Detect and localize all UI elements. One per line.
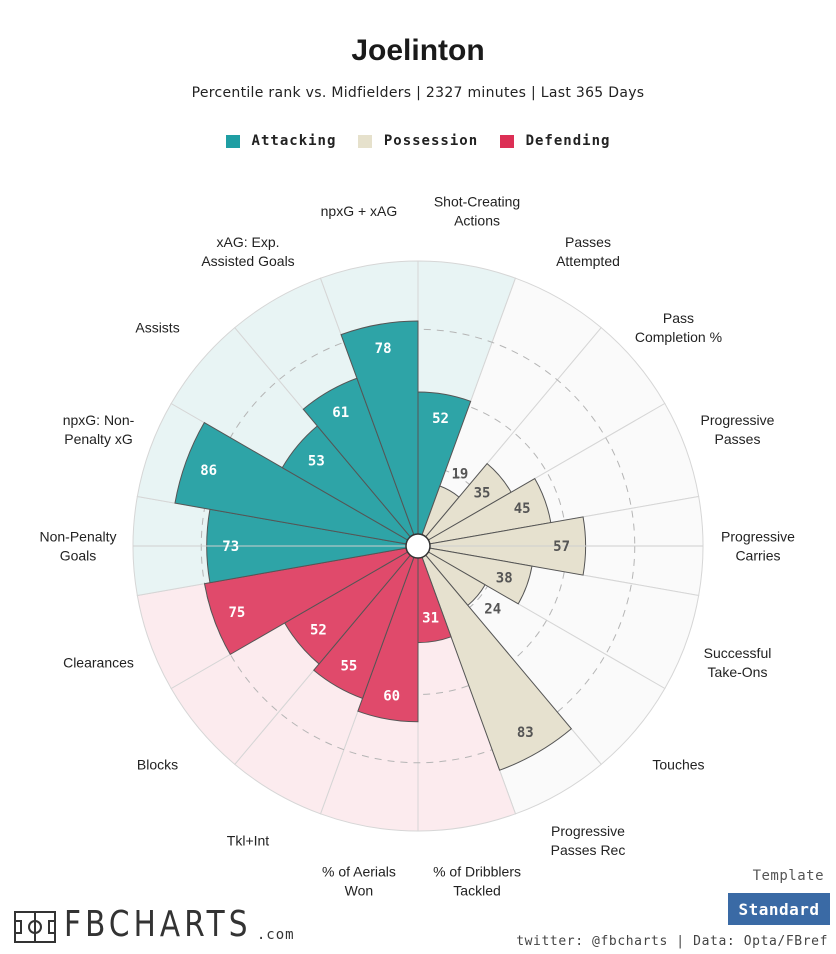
value-label-non-penalty-goals: 73 — [222, 539, 239, 555]
category-label-pass-completion: Pass Completion % — [635, 310, 722, 345]
value-label-npxg-non-penalty-xg: 86 — [200, 463, 217, 479]
pitch-icon — [14, 911, 56, 943]
value-label-progressive-carries: 57 — [553, 539, 570, 555]
legend-swatch-defending — [499, 134, 514, 148]
chart-subtitle: Percentile rank vs. Midfielders | 2327 m… — [191, 85, 645, 101]
value-label-xag-exp-assisted-goals: 61 — [332, 405, 349, 421]
legend-swatch-attacking — [225, 134, 240, 148]
value-label-blocks: 52 — [310, 623, 327, 639]
legend-label-defending: Defending — [525, 133, 611, 149]
legend: Attacking Possession Defending — [0, 133, 836, 152]
category-label-of-dribblers-tackled: % of Dribblers Tackled — [433, 863, 521, 898]
legend-swatch-possession — [357, 134, 372, 148]
value-label-progressive-passes: 45 — [514, 501, 531, 517]
value-label-passes-attempted: 19 — [452, 466, 469, 482]
value-label-npxg-xag: 78 — [375, 341, 392, 357]
legend-item-attacking: Attacking — [225, 133, 337, 149]
legend-item-possession: Possession — [357, 133, 479, 149]
category-label-npxg-non-penalty-xg: npxG: Non-Penalty xG — [63, 412, 135, 447]
category-label-clearances: Clearances — [63, 654, 134, 670]
value-label-touches: 24 — [484, 602, 501, 618]
value-label-tkl-int: 55 — [340, 659, 357, 675]
logo-text: FBCHARTS — [64, 904, 252, 945]
category-label-successful-take-ons: Successful Take-Ons — [704, 645, 772, 680]
logo-suffix: .com — [256, 927, 295, 943]
value-label-clearances: 75 — [228, 605, 245, 621]
category-label-of-aerials-won: % of Aerials Won — [322, 863, 396, 898]
value-label-progressive-passes-rec: 83 — [517, 725, 534, 741]
category-label-blocks: Blocks — [137, 757, 178, 773]
category-label-shot-creating-actions: Shot-Creating Actions — [434, 194, 520, 229]
value-label-of-dribblers-tackled: 31 — [422, 611, 439, 627]
legend-item-defending: Defending — [499, 133, 611, 149]
category-label-passes-attempted: Passes Attempted — [556, 234, 620, 269]
value-label-pass-completion: 35 — [474, 485, 491, 501]
center-dot — [405, 533, 431, 559]
category-label-non-penalty-goals: Non-Penalty Goals — [39, 529, 116, 564]
fbcharts-logo: FBCHARTS .com — [14, 907, 295, 943]
value-label-of-aerials-won: 60 — [383, 688, 400, 704]
category-label-progressive-passes: Progressive Passes — [701, 412, 775, 447]
category-label-xag-exp-assisted-goals: xAG: Exp. Assisted Goals — [201, 234, 294, 269]
value-label-successful-take-ons: 38 — [496, 570, 513, 586]
category-label-tkl-int: Tkl+Int — [227, 832, 270, 848]
legend-label-attacking: Attacking — [251, 133, 337, 149]
category-label-assists: Assists — [135, 319, 179, 335]
template-label: Template — [752, 868, 824, 884]
legend-label-possession: Possession — [383, 133, 479, 149]
template-standard-button[interactable]: Standard — [728, 893, 830, 925]
category-label-progressive-carries: Progressive Carries — [721, 529, 795, 564]
value-label-shot-creating-actions: 52 — [432, 411, 449, 427]
category-label-touches: Touches — [652, 757, 704, 773]
value-label-assists: 53 — [308, 454, 325, 470]
category-label-npxg-xag: npxG + xAG — [321, 203, 398, 219]
credit-text: twitter: @fbcharts | Data: Opta/FBref — [516, 934, 828, 949]
chart-title: Joelinton — [351, 34, 485, 67]
category-label-progressive-passes-rec: Progressive Passes Rec — [551, 823, 626, 858]
